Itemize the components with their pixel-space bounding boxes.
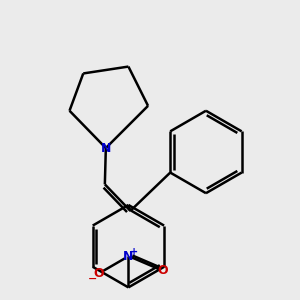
Text: N: N	[123, 250, 134, 262]
Text: N: N	[100, 142, 111, 154]
Text: O: O	[158, 264, 168, 277]
Text: O: O	[94, 267, 104, 280]
Text: +: +	[130, 247, 138, 256]
Text: −: −	[88, 274, 97, 284]
